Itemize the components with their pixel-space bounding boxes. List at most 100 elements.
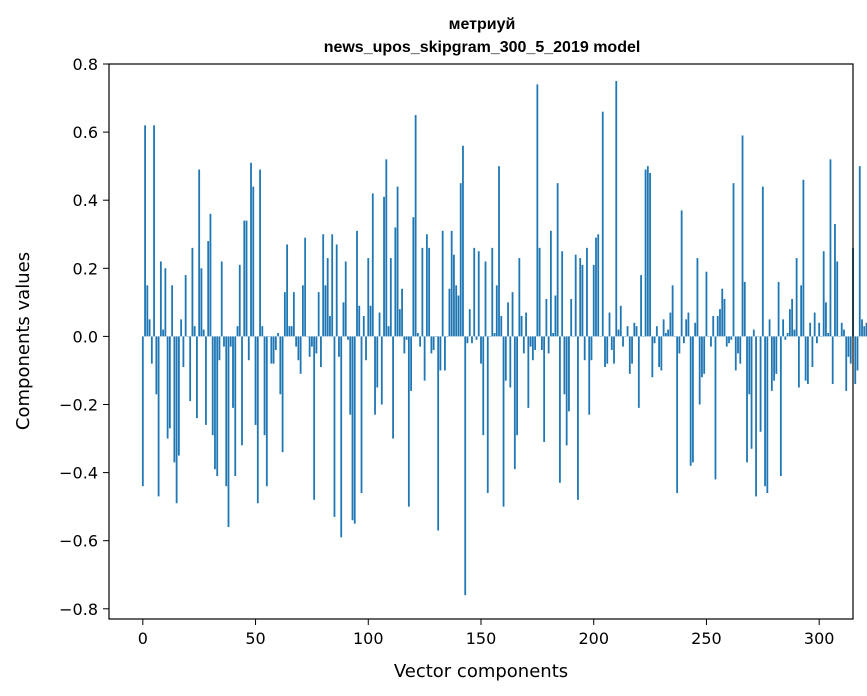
bar xyxy=(182,336,185,368)
bar xyxy=(218,336,221,361)
bar xyxy=(538,247,541,337)
x-tick-label: 150 xyxy=(466,629,497,648)
bar xyxy=(741,135,744,337)
bar xyxy=(313,336,316,500)
bar xyxy=(568,336,570,412)
bar xyxy=(597,234,600,337)
bar xyxy=(308,336,311,357)
bar xyxy=(441,230,444,337)
bar xyxy=(660,336,663,371)
bar xyxy=(347,336,349,340)
bar xyxy=(401,288,403,337)
bar xyxy=(144,125,146,337)
bar xyxy=(250,162,252,337)
bar xyxy=(863,326,866,337)
bar xyxy=(166,336,169,439)
bar xyxy=(191,247,194,337)
bar xyxy=(804,336,807,381)
bar xyxy=(606,336,609,364)
bar xyxy=(547,336,550,354)
bar xyxy=(177,336,180,456)
bar xyxy=(376,336,379,388)
bar xyxy=(283,292,286,337)
bar xyxy=(809,322,812,337)
bar xyxy=(800,285,803,337)
bar xyxy=(428,247,431,337)
bar xyxy=(811,336,814,368)
bar xyxy=(453,254,455,337)
bar xyxy=(511,292,514,337)
bar xyxy=(856,336,859,371)
bar xyxy=(349,336,352,415)
bar xyxy=(141,336,144,487)
bar xyxy=(225,336,228,487)
bar xyxy=(788,309,791,337)
bar xyxy=(491,247,494,337)
bar xyxy=(777,281,780,337)
bar xyxy=(836,261,839,337)
bar xyxy=(259,169,261,337)
bar xyxy=(477,251,480,337)
bar xyxy=(818,322,821,337)
bar xyxy=(552,332,555,337)
bar xyxy=(326,258,329,337)
bar xyxy=(545,298,548,337)
bar xyxy=(723,298,726,337)
bar xyxy=(755,336,757,497)
bar xyxy=(644,169,647,337)
x-tick-label: 300 xyxy=(804,629,835,648)
bar xyxy=(184,275,187,337)
bar xyxy=(849,336,852,364)
bar xyxy=(752,329,755,337)
bar xyxy=(360,336,363,494)
plot-frame xyxy=(108,63,854,620)
bar xyxy=(721,288,724,337)
bar xyxy=(214,336,216,470)
bar xyxy=(768,319,771,337)
bar xyxy=(678,336,681,354)
bar xyxy=(734,336,737,371)
bar xyxy=(536,84,539,337)
y-tick-label: 0.6 xyxy=(73,123,98,142)
bar xyxy=(502,336,505,507)
bar xyxy=(825,302,827,337)
bar xyxy=(486,336,489,494)
y-tick-label: −0.2 xyxy=(59,395,98,414)
bar xyxy=(628,336,631,374)
bar xyxy=(653,336,656,344)
y-tick-label: 0.2 xyxy=(73,259,98,278)
y-tick-label: −0.6 xyxy=(59,532,98,551)
bar xyxy=(335,244,338,337)
y-tick-label: −0.4 xyxy=(59,464,98,483)
bar xyxy=(831,336,834,385)
bar xyxy=(739,336,742,364)
bar xyxy=(439,336,442,371)
bar xyxy=(369,305,372,337)
bar xyxy=(619,305,622,337)
bar xyxy=(196,336,198,419)
bar xyxy=(403,336,406,354)
bar xyxy=(193,326,196,337)
x-tick-label: 250 xyxy=(691,629,722,648)
bar xyxy=(227,336,230,528)
bar xyxy=(380,336,383,405)
bar xyxy=(509,336,512,388)
bar xyxy=(396,186,399,337)
bar xyxy=(157,336,160,497)
bar xyxy=(561,251,564,337)
bar xyxy=(592,264,595,337)
bar xyxy=(813,312,816,337)
bar xyxy=(288,326,291,337)
bar xyxy=(696,258,699,337)
bar xyxy=(608,312,611,337)
bar xyxy=(281,336,284,453)
bar xyxy=(150,336,153,364)
bar xyxy=(362,315,365,337)
bar xyxy=(329,315,331,337)
bar xyxy=(387,326,390,337)
bar xyxy=(207,241,210,337)
bar xyxy=(786,332,789,337)
bar xyxy=(223,336,225,347)
bar xyxy=(475,336,478,340)
bar xyxy=(153,125,155,337)
